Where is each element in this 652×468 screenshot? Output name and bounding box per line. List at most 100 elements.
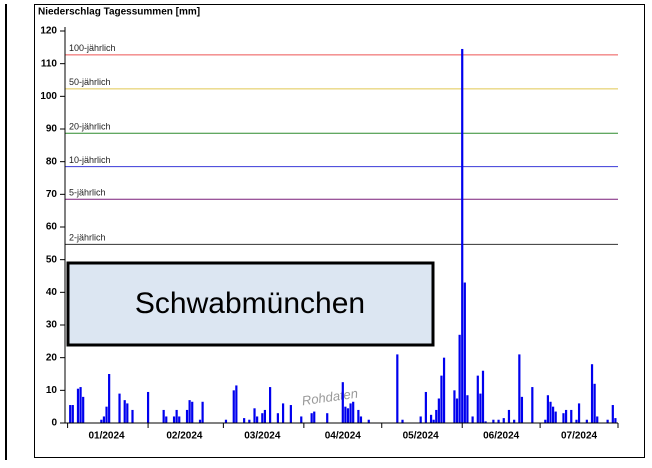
bar [479, 393, 482, 423]
bar [352, 401, 355, 423]
bar [546, 395, 550, 423]
bar [162, 409, 165, 423]
bar [102, 416, 106, 423]
bar [453, 390, 456, 423]
bar [466, 395, 469, 423]
bar [105, 406, 108, 423]
bar [429, 414, 433, 423]
bar [551, 406, 555, 423]
bar [188, 400, 191, 423]
bar [458, 334, 461, 423]
bar [492, 419, 495, 423]
bar [346, 408, 350, 423]
y-tick-label: 90 [46, 124, 58, 135]
bar [554, 411, 557, 423]
chart-title: Niederschlag Tagessummen [mm] [38, 7, 200, 18]
bar [575, 419, 578, 423]
bar [593, 383, 596, 423]
threshold-label: 10-jährlich [69, 155, 111, 165]
x-tick-label: 01/2024 [88, 431, 125, 442]
bar [201, 401, 204, 423]
bar [570, 409, 573, 423]
y-tick-label: 100 [40, 91, 57, 102]
bar [289, 405, 292, 423]
bar [424, 391, 427, 423]
bar [243, 418, 246, 423]
bar [326, 413, 329, 423]
bar [172, 416, 176, 423]
bar [131, 409, 134, 423]
bar [611, 405, 614, 423]
y-tick-label: 50 [46, 254, 58, 265]
bar [191, 401, 194, 423]
bar [146, 391, 150, 423]
x-tick-label: 03/2024 [244, 431, 281, 442]
bar [108, 374, 111, 423]
bar [263, 409, 267, 423]
station-name: Schwabmünchen [135, 287, 365, 320]
bar [185, 409, 189, 423]
bar [178, 416, 181, 423]
bar [544, 419, 547, 423]
bar [614, 418, 617, 423]
bar [224, 419, 228, 423]
x-tick-label: 05/2024 [403, 431, 440, 442]
bar [100, 419, 103, 423]
bar [513, 419, 516, 423]
bar [440, 375, 443, 423]
bar [310, 413, 313, 423]
y-tick-label: 0 [51, 418, 57, 429]
bar [455, 398, 459, 423]
bar [276, 413, 279, 423]
y-tick-label: 120 [40, 26, 57, 37]
bar [585, 419, 588, 423]
bar [461, 48, 464, 423]
bar [344, 406, 347, 423]
x-tick-label: 04/2024 [325, 431, 362, 442]
bar [165, 416, 168, 423]
threshold-label: 20-jährlich [69, 122, 111, 132]
y-tick-label: 10 [46, 385, 58, 396]
bar [549, 401, 552, 423]
y-tick-label: 80 [46, 156, 58, 167]
threshold-label: 50-jährlich [69, 77, 111, 87]
bar [419, 416, 422, 423]
y-tick-label: 30 [46, 320, 58, 331]
bar [253, 408, 256, 423]
threshold-label: 100-jährlich [69, 43, 116, 53]
bar [502, 418, 505, 423]
bar [235, 385, 238, 423]
bar [507, 409, 511, 423]
bar [484, 421, 487, 423]
bar [562, 413, 565, 423]
bar [126, 403, 129, 423]
bar [401, 419, 404, 423]
bar [432, 419, 435, 423]
bar [442, 357, 446, 423]
bar [313, 411, 316, 423]
bar [71, 405, 74, 423]
bar [476, 375, 479, 423]
bar [497, 419, 500, 423]
bar [281, 403, 285, 423]
y-tick-label: 60 [46, 222, 58, 233]
bar [300, 416, 303, 423]
bar [590, 364, 594, 423]
bar [437, 398, 440, 423]
x-tick-label: 06/2024 [483, 431, 520, 442]
bar [198, 419, 202, 423]
bar [118, 393, 121, 423]
bar [357, 409, 360, 423]
y-tick-label: 110 [41, 58, 58, 69]
bar [481, 370, 485, 423]
threshold-label: 5-jährlich [69, 188, 106, 198]
bar [261, 413, 264, 423]
bar [248, 419, 251, 423]
bar [564, 409, 568, 423]
bar [596, 416, 599, 423]
bar [256, 416, 259, 423]
x-tick-label: 02/2024 [166, 431, 203, 442]
bar [79, 387, 82, 423]
bar [367, 419, 370, 423]
